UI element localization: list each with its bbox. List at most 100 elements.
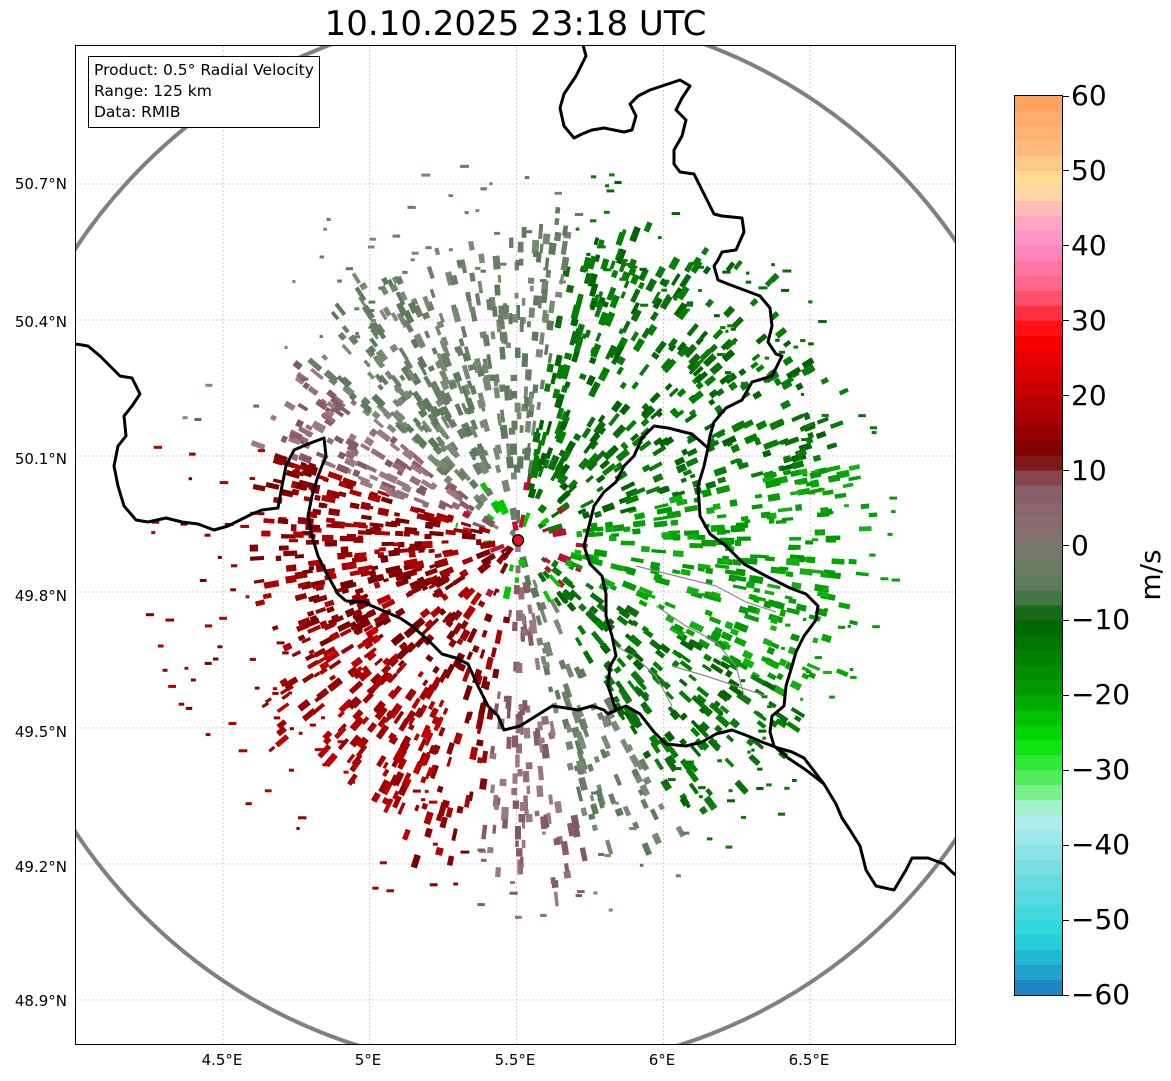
velocity-gate	[712, 328, 724, 340]
velocity-gate	[392, 795, 402, 809]
velocity-gate	[613, 695, 620, 704]
velocity-gate	[775, 441, 784, 445]
velocity-gate	[370, 319, 376, 322]
velocity-gate	[689, 543, 703, 549]
velocity-gate	[655, 410, 663, 418]
admin-boundary-line	[615, 645, 673, 707]
velocity-gate	[609, 260, 616, 270]
velocity-gate	[651, 832, 662, 845]
velocity-gate	[405, 591, 413, 598]
velocity-gate	[627, 680, 636, 690]
velocity-gate	[298, 816, 307, 820]
velocity-gate	[570, 589, 582, 601]
velocity-gate	[499, 562, 509, 575]
velocity-gate	[608, 412, 620, 427]
velocity-gate	[313, 671, 321, 678]
velocity-gate	[640, 303, 649, 307]
velocity-gate	[323, 621, 336, 631]
velocity-gate	[605, 526, 613, 533]
velocity-gate	[562, 225, 569, 237]
colorbar-band	[1015, 575, 1062, 592]
velocity-gate	[528, 619, 538, 635]
velocity-gate	[324, 650, 340, 663]
velocity-gate	[719, 661, 731, 670]
velocity-gate	[430, 606, 443, 618]
velocity-gate	[704, 375, 716, 387]
velocity-colorbar	[1014, 95, 1063, 996]
colorbar-band	[1015, 560, 1062, 577]
radar-site-marker[interactable]	[511, 534, 525, 547]
velocity-gate	[368, 428, 378, 438]
velocity-gate	[521, 613, 526, 625]
velocity-gate	[475, 714, 485, 730]
velocity-gate	[540, 550, 555, 563]
velocity-gate	[575, 894, 582, 898]
colorbar-band	[1015, 770, 1062, 786]
velocity-gate	[451, 307, 461, 323]
colorbar-band	[1015, 965, 1062, 981]
velocity-gate	[322, 763, 329, 767]
velocity-gate	[305, 653, 315, 662]
velocity-gate	[199, 579, 207, 582]
velocity-gate	[615, 448, 631, 462]
velocity-gate	[655, 266, 666, 279]
velocity-gate	[674, 409, 685, 419]
velocity-gate	[487, 846, 494, 854]
velocity-gate	[490, 500, 503, 514]
velocity-gate	[517, 768, 523, 777]
velocity-gate	[288, 691, 292, 695]
velocity-gate	[389, 343, 399, 353]
velocity-gate	[456, 347, 464, 357]
velocity-gate	[690, 260, 703, 274]
velocity-gate	[281, 534, 296, 539]
velocity-gate	[596, 784, 603, 792]
colorbar-band	[1015, 515, 1062, 532]
velocity-gate	[506, 342, 512, 349]
velocity-gate	[277, 518, 289, 525]
velocity-gate	[536, 785, 544, 798]
velocity-gate	[574, 213, 584, 216]
velocity-gate	[755, 333, 768, 345]
velocity-gate	[742, 649, 754, 660]
velocity-gate	[665, 690, 674, 700]
colorbar-band	[1015, 920, 1062, 936]
velocity-gate	[620, 738, 632, 754]
velocity-gate	[347, 773, 358, 786]
velocity-gate	[515, 840, 519, 847]
velocity-gate	[445, 442, 458, 456]
velocity-gate	[672, 550, 684, 558]
velocity-gate	[824, 608, 829, 612]
velocity-gate	[699, 330, 709, 340]
velocity-gate	[469, 272, 476, 282]
velocity-gate	[695, 694, 707, 705]
velocity-gate	[374, 706, 388, 721]
velocity-gate	[791, 460, 805, 470]
velocity-gate	[597, 414, 606, 424]
velocity-gate	[638, 758, 650, 772]
velocity-gate	[603, 210, 610, 214]
velocity-gate	[521, 628, 529, 636]
velocity-gate	[380, 555, 389, 563]
velocity-gate	[408, 723, 415, 731]
velocity-gate	[492, 255, 501, 270]
velocity-gate	[356, 736, 369, 750]
velocity-gate	[373, 356, 384, 369]
velocity-gate	[477, 460, 488, 472]
velocity-gate	[665, 614, 675, 624]
velocity-gate	[602, 301, 609, 308]
velocity-gate	[698, 289, 702, 292]
velocity-gate	[630, 331, 640, 342]
velocity-gate	[842, 483, 853, 488]
velocity-gate	[337, 738, 350, 751]
velocity-gate	[359, 442, 371, 452]
velocity-gate	[537, 504, 548, 514]
radar-map[interactable]	[75, 45, 956, 1045]
velocity-gate	[513, 585, 520, 595]
velocity-gate	[721, 435, 737, 447]
velocity-gate	[396, 302, 408, 317]
velocity-gate	[699, 707, 706, 714]
velocity-gate	[288, 539, 299, 543]
velocity-gate	[398, 347, 409, 361]
colorbar-band	[1015, 875, 1062, 891]
velocity-gate	[511, 735, 519, 748]
